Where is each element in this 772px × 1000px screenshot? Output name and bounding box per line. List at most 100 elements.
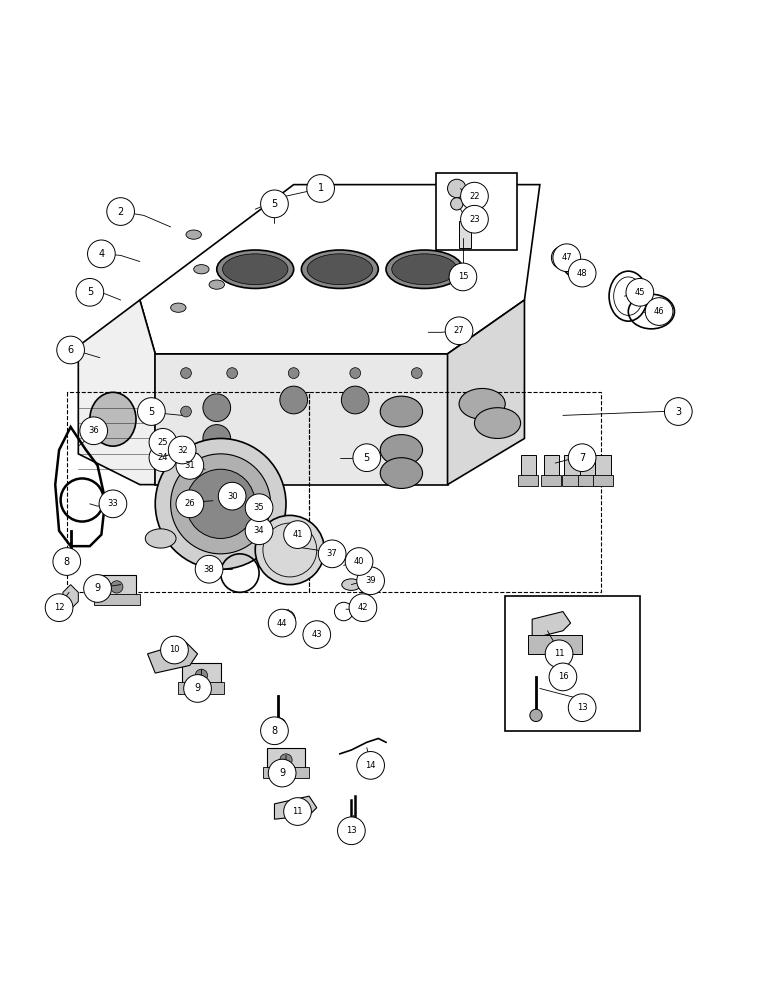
Circle shape bbox=[107, 198, 134, 225]
Circle shape bbox=[110, 581, 123, 593]
Text: 42: 42 bbox=[357, 603, 368, 612]
Circle shape bbox=[665, 398, 692, 425]
Circle shape bbox=[245, 517, 273, 545]
Circle shape bbox=[345, 548, 373, 575]
Circle shape bbox=[288, 368, 299, 378]
Text: 9: 9 bbox=[195, 683, 201, 693]
Circle shape bbox=[155, 438, 286, 569]
Bar bbox=[518, 475, 538, 486]
Circle shape bbox=[203, 394, 231, 422]
Text: 6: 6 bbox=[68, 345, 73, 355]
Bar bbox=[577, 475, 598, 486]
Ellipse shape bbox=[217, 250, 293, 288]
Ellipse shape bbox=[222, 254, 288, 285]
Ellipse shape bbox=[145, 529, 176, 548]
Circle shape bbox=[451, 198, 463, 210]
Text: 33: 33 bbox=[107, 499, 118, 508]
Circle shape bbox=[176, 452, 204, 479]
Text: 40: 40 bbox=[354, 557, 364, 566]
Text: 3: 3 bbox=[676, 407, 682, 417]
Circle shape bbox=[303, 621, 330, 648]
Circle shape bbox=[57, 336, 84, 364]
Text: 34: 34 bbox=[254, 526, 264, 535]
Circle shape bbox=[448, 179, 466, 198]
Polygon shape bbox=[448, 300, 524, 485]
Circle shape bbox=[87, 240, 115, 268]
Circle shape bbox=[261, 190, 288, 218]
Circle shape bbox=[168, 436, 196, 464]
Circle shape bbox=[76, 278, 103, 306]
Polygon shape bbox=[78, 300, 155, 485]
Text: 22: 22 bbox=[469, 192, 479, 201]
Circle shape bbox=[306, 175, 334, 202]
Text: 12: 12 bbox=[54, 603, 64, 612]
Circle shape bbox=[181, 437, 191, 448]
Polygon shape bbox=[147, 642, 198, 673]
Text: 37: 37 bbox=[327, 549, 337, 558]
Ellipse shape bbox=[171, 303, 186, 312]
Circle shape bbox=[218, 482, 246, 510]
Circle shape bbox=[449, 263, 477, 291]
Text: 13: 13 bbox=[577, 703, 587, 712]
Bar bbox=[541, 475, 561, 486]
Circle shape bbox=[568, 444, 596, 472]
Ellipse shape bbox=[342, 579, 361, 590]
Polygon shape bbox=[532, 612, 571, 638]
Ellipse shape bbox=[391, 254, 457, 285]
Text: 8: 8 bbox=[272, 726, 277, 736]
Text: 47: 47 bbox=[561, 253, 572, 262]
Circle shape bbox=[137, 398, 165, 425]
Text: 41: 41 bbox=[293, 530, 303, 539]
Text: 14: 14 bbox=[365, 761, 376, 770]
Text: 39: 39 bbox=[365, 576, 376, 585]
Text: 5: 5 bbox=[148, 407, 154, 417]
Text: 15: 15 bbox=[458, 272, 468, 281]
Circle shape bbox=[181, 406, 191, 417]
Text: 7: 7 bbox=[579, 453, 585, 463]
Bar bbox=[182, 663, 221, 685]
Circle shape bbox=[334, 602, 353, 621]
Text: 24: 24 bbox=[157, 453, 168, 462]
Text: 5: 5 bbox=[364, 453, 370, 463]
Text: 26: 26 bbox=[185, 499, 195, 508]
Circle shape bbox=[46, 594, 73, 622]
Circle shape bbox=[551, 246, 574, 269]
Circle shape bbox=[626, 278, 654, 306]
Text: 5: 5 bbox=[86, 287, 93, 297]
Text: 2: 2 bbox=[117, 207, 124, 217]
Bar bbox=[178, 682, 225, 694]
Circle shape bbox=[283, 521, 311, 548]
Circle shape bbox=[186, 469, 256, 538]
Ellipse shape bbox=[194, 265, 209, 274]
Bar bbox=[93, 594, 140, 605]
Circle shape bbox=[279, 754, 292, 766]
Text: 31: 31 bbox=[185, 461, 195, 470]
Circle shape bbox=[530, 709, 542, 722]
Circle shape bbox=[279, 386, 307, 414]
Circle shape bbox=[171, 454, 271, 554]
Text: 1: 1 bbox=[317, 183, 323, 193]
Text: 27: 27 bbox=[454, 326, 465, 335]
Bar bbox=[520, 455, 536, 478]
Text: 38: 38 bbox=[204, 565, 215, 574]
Text: 9: 9 bbox=[94, 583, 100, 593]
Circle shape bbox=[461, 182, 489, 210]
Ellipse shape bbox=[475, 408, 520, 438]
Text: 9: 9 bbox=[279, 768, 285, 778]
Circle shape bbox=[184, 675, 212, 702]
Circle shape bbox=[545, 640, 573, 668]
Bar bbox=[543, 455, 559, 478]
Text: 4: 4 bbox=[98, 249, 104, 259]
Circle shape bbox=[349, 594, 377, 622]
Bar bbox=[436, 173, 516, 250]
Bar bbox=[564, 455, 580, 478]
Text: 16: 16 bbox=[557, 672, 568, 681]
Text: 36: 36 bbox=[88, 426, 99, 435]
Circle shape bbox=[318, 540, 346, 568]
Circle shape bbox=[269, 759, 296, 787]
Polygon shape bbox=[63, 585, 78, 609]
Bar bbox=[97, 575, 136, 596]
Circle shape bbox=[181, 468, 191, 478]
Circle shape bbox=[176, 490, 204, 518]
Circle shape bbox=[256, 515, 324, 585]
